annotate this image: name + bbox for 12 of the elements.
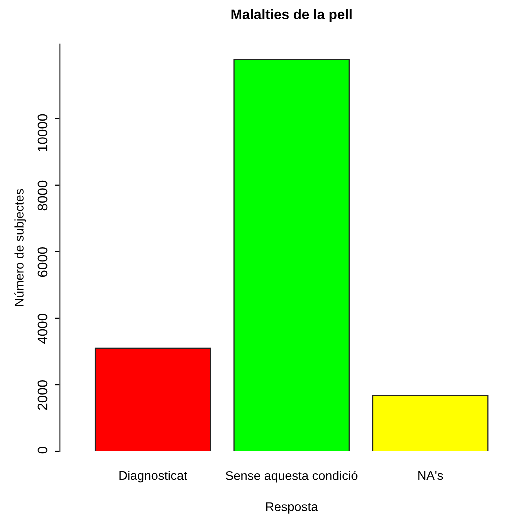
y-tick-label: 2000 bbox=[38, 380, 48, 410]
y-tick-label: 8000 bbox=[38, 180, 48, 211]
x-axis-title: Resposta bbox=[266, 502, 318, 514]
y-tick-label: 6000 bbox=[38, 247, 48, 278]
x-tick-label: NA's bbox=[418, 471, 444, 480]
y-tick-label: 0 bbox=[38, 447, 48, 454]
x-tick-label: Sense aquesta condició bbox=[226, 470, 358, 483]
y-tick-label: 4000 bbox=[38, 314, 48, 344]
x-tick-label: Diagnosticat bbox=[120, 470, 188, 483]
y-tick-label: 10000 bbox=[38, 114, 48, 152]
chart-title: Malalties de la pell bbox=[232, 9, 352, 22]
y-axis-title: Número de subjectes bbox=[14, 189, 26, 306]
